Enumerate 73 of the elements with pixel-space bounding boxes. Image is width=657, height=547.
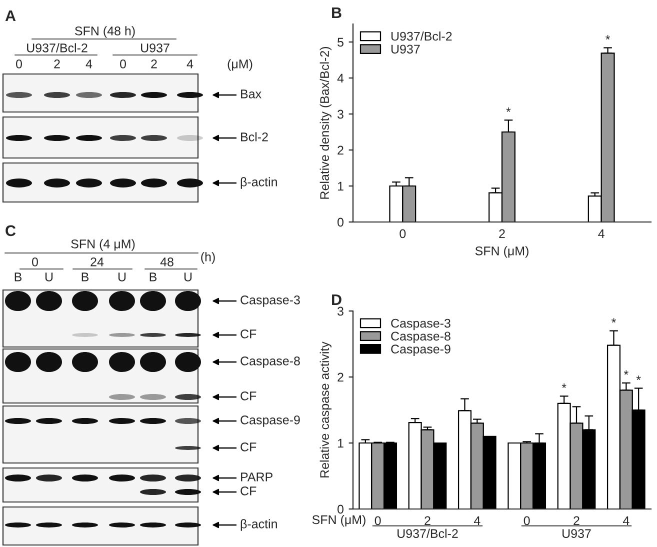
text: CF xyxy=(240,330,256,338)
text: (h) xyxy=(201,252,215,264)
data-label: * xyxy=(636,376,641,380)
text: PARP xyxy=(241,472,272,482)
x-tick-label: 2 xyxy=(424,516,430,526)
text: C xyxy=(6,225,16,236)
text: (μM) xyxy=(228,59,252,71)
text: U937 xyxy=(562,529,591,538)
legend-label: Caspase-9 xyxy=(391,344,450,356)
text: A xyxy=(5,10,16,21)
y-tick-label: 0 xyxy=(338,218,344,227)
text: CF xyxy=(240,486,256,496)
data-label: * xyxy=(562,384,566,388)
text: B xyxy=(82,272,89,282)
text: SFN (48 h) xyxy=(75,26,135,38)
y-tick-label: 2 xyxy=(338,146,344,155)
y-tick-label: 1 xyxy=(338,438,344,448)
legend-label: Caspase-3 xyxy=(391,318,450,330)
text: 48 xyxy=(160,258,174,266)
text: 24 xyxy=(90,258,104,266)
y-tick-label: 0 xyxy=(338,504,344,514)
x-tick-label: 4 xyxy=(598,229,604,238)
x-tick-label: 0 xyxy=(524,516,530,526)
data-label: * xyxy=(506,108,511,112)
text: Bax xyxy=(241,90,262,98)
text: 0 xyxy=(16,60,22,68)
y-axis-title: Relative caspase activity xyxy=(320,342,332,478)
text: 0 xyxy=(120,60,126,68)
x-tick-label: 0 xyxy=(400,229,406,238)
text: CF xyxy=(240,392,256,400)
chart-title: D xyxy=(332,294,342,305)
chart-title: B xyxy=(332,7,342,18)
text: 0 xyxy=(32,258,38,266)
text: U xyxy=(184,272,192,282)
x-axis-title: SFN (μM) xyxy=(312,514,366,527)
text: B xyxy=(150,272,157,282)
x-tick-label: 2 xyxy=(574,516,580,526)
x-tick-label: 4 xyxy=(474,516,480,526)
x-tick-label: 4 xyxy=(622,516,630,526)
y-tick-label: 4 xyxy=(337,74,344,83)
text: 2 xyxy=(151,60,157,68)
text: SFN (4 μM) xyxy=(71,239,135,251)
legend-label: U937/Bcl-2 xyxy=(391,32,452,41)
text: B xyxy=(14,272,22,282)
text: Bcl-2 xyxy=(241,132,268,142)
text: 4 xyxy=(86,60,92,68)
legend-label: Caspase-8 xyxy=(391,332,450,344)
data-label: * xyxy=(606,35,610,40)
text: β-actin xyxy=(240,177,277,189)
y-axis-title: Relative density (Bax/Bcl-2) xyxy=(320,47,332,199)
text: CF xyxy=(240,442,256,452)
text: U937/Bcl-2 xyxy=(27,43,88,52)
legend-label: U937 xyxy=(391,44,420,54)
text: 4 xyxy=(186,60,194,68)
y-tick-label: 3 xyxy=(338,110,344,119)
x-tick-label: 2 xyxy=(499,229,505,238)
y-tick-label: 2 xyxy=(338,372,344,382)
data-label: * xyxy=(612,318,616,323)
y-tick-label: 1 xyxy=(338,182,344,191)
y-tick-label: 3 xyxy=(338,306,344,316)
text: 2 xyxy=(54,60,60,68)
data-label: * xyxy=(624,370,628,375)
text: Caspase-8 xyxy=(240,356,300,368)
text: U937/Bcl-2 xyxy=(398,528,458,538)
text: U xyxy=(45,272,53,282)
text: U937 xyxy=(141,44,170,52)
text: U xyxy=(118,272,126,282)
x-tick-label: 0 xyxy=(374,516,381,526)
y-tick-label: 5 xyxy=(338,38,344,47)
x-axis-title: SFN (μM) xyxy=(475,246,528,258)
text: Caspase-3 xyxy=(240,296,300,307)
text: Caspase-9 xyxy=(240,416,300,427)
text: β-actin xyxy=(240,519,277,531)
